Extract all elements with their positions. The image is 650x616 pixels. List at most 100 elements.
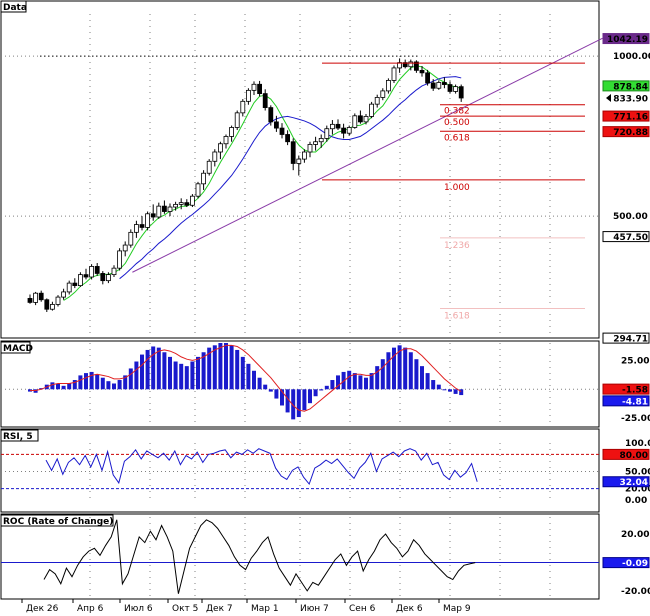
price-value-badge: 833.90 xyxy=(613,95,648,105)
macd-histogram-bar xyxy=(201,352,206,390)
macd-histogram-bar xyxy=(425,373,430,390)
candle xyxy=(346,127,352,134)
macd-histogram-bar xyxy=(128,368,133,390)
candle xyxy=(100,273,106,282)
macd-histogram-bar xyxy=(448,389,452,392)
macd-histogram-bar xyxy=(162,352,167,390)
rsi-value-badge: 32.04 xyxy=(620,478,648,488)
x-tick-label: Дек 7 xyxy=(206,604,233,614)
macd-histogram-bar xyxy=(268,389,273,392)
candle xyxy=(206,160,212,174)
macd-histogram-bar xyxy=(117,380,122,390)
x-tick-label: Сен 6 xyxy=(349,604,376,614)
candle xyxy=(27,298,33,303)
macd-histogram-bar xyxy=(179,363,184,390)
x-tick-label: Июн 7 xyxy=(300,604,329,614)
macd-histogram-bar xyxy=(240,356,245,390)
rsi-line xyxy=(45,448,478,486)
rsi-y-tick-label: 0.00 xyxy=(625,496,647,506)
rsi-panel-title-tag: RSI, 5 xyxy=(0,429,39,442)
macd-histogram-bar xyxy=(403,347,408,390)
macd-histogram-bar xyxy=(123,375,128,390)
candle xyxy=(447,84,453,92)
rsi-panel-title: RSI, 5 xyxy=(3,432,33,442)
candle xyxy=(408,61,414,68)
price-value-badge-box xyxy=(602,126,650,138)
candle xyxy=(369,103,375,117)
macd-histogram-bar xyxy=(145,349,150,390)
candle xyxy=(296,158,302,164)
candle xyxy=(458,86,464,99)
price-panel-title: Data xyxy=(3,3,27,13)
price-y-tick-label: 1000.00 xyxy=(613,52,650,62)
candle xyxy=(128,231,134,246)
price-value-badge: 1042.19 xyxy=(607,35,648,45)
candle xyxy=(290,141,296,164)
roc-y-tick-label: 20.00 xyxy=(621,530,649,540)
x-tick-label: Дек 26 xyxy=(26,604,59,614)
fibonacci-level-label: 0.618 xyxy=(444,133,470,143)
macd-histogram-bar xyxy=(347,370,352,390)
candle xyxy=(38,292,44,301)
candle xyxy=(436,82,442,89)
price-value-badge: 457.50 xyxy=(613,233,648,243)
macd-histogram-bar xyxy=(420,366,424,390)
macd-histogram-bar xyxy=(257,377,262,390)
moving-average-fast-line xyxy=(63,65,462,301)
candle xyxy=(357,115,363,123)
candle xyxy=(245,89,251,102)
candle xyxy=(173,203,179,208)
candle xyxy=(156,205,162,218)
candle xyxy=(212,151,218,162)
macd-histogram-bar xyxy=(95,374,100,390)
macd-histogram-bar xyxy=(296,389,301,418)
macd-histogram-bar xyxy=(100,377,105,390)
macd-histogram-bar xyxy=(313,389,318,397)
candle xyxy=(318,138,324,143)
rsi-y-tick-label: 100.00 xyxy=(625,439,650,449)
macd-histogram-bar xyxy=(336,375,340,390)
x-tick-label: Дек 6 xyxy=(396,604,423,614)
candle xyxy=(111,267,117,276)
macd-value-badge-box xyxy=(602,395,650,407)
candle xyxy=(453,86,459,92)
macd-histogram-bar xyxy=(78,375,83,390)
macd-histogram-bar xyxy=(302,389,307,411)
macd-histogram-bar xyxy=(459,389,464,396)
price-panel-frame xyxy=(0,0,600,339)
candle xyxy=(419,69,425,74)
macd-histogram-bar xyxy=(246,363,251,390)
candle xyxy=(425,72,431,84)
macd-histogram-bar xyxy=(369,373,374,390)
rsi-panel-frame xyxy=(0,428,600,513)
price-y-tick-label: 500.00 xyxy=(613,212,648,222)
candle xyxy=(413,61,419,71)
macd-histogram-bar xyxy=(33,389,38,393)
candle xyxy=(145,213,151,228)
roc-panel-title-tag: ROC (Rate of Change) xyxy=(0,514,114,527)
macd-histogram-bar xyxy=(207,347,212,390)
macd-histogram-bar xyxy=(408,352,413,390)
price-value-badge-box xyxy=(602,92,650,104)
candle xyxy=(133,224,139,233)
candle xyxy=(72,282,78,286)
rsi-value-badge-box xyxy=(602,448,650,460)
macd-histogram-bar xyxy=(274,389,279,399)
x-tick-label: Июл 6 xyxy=(124,604,153,614)
macd-histogram-bar xyxy=(84,373,88,390)
macd-histogram-bar xyxy=(386,352,391,390)
macd-histogram-bar xyxy=(168,356,172,390)
moving-average-slow-line xyxy=(119,76,462,280)
macd-histogram-bar xyxy=(352,373,357,390)
macd-histogram-bar xyxy=(140,354,144,390)
macd-panel-title-tag: MACD xyxy=(0,341,33,354)
macd-histogram-bar xyxy=(218,343,223,390)
macd-histogram-bar xyxy=(61,385,66,390)
candle xyxy=(44,299,50,310)
candle xyxy=(268,107,274,123)
price-value-badge-box xyxy=(602,80,650,92)
candle xyxy=(223,136,229,145)
macd-histogram-bar xyxy=(252,370,256,390)
